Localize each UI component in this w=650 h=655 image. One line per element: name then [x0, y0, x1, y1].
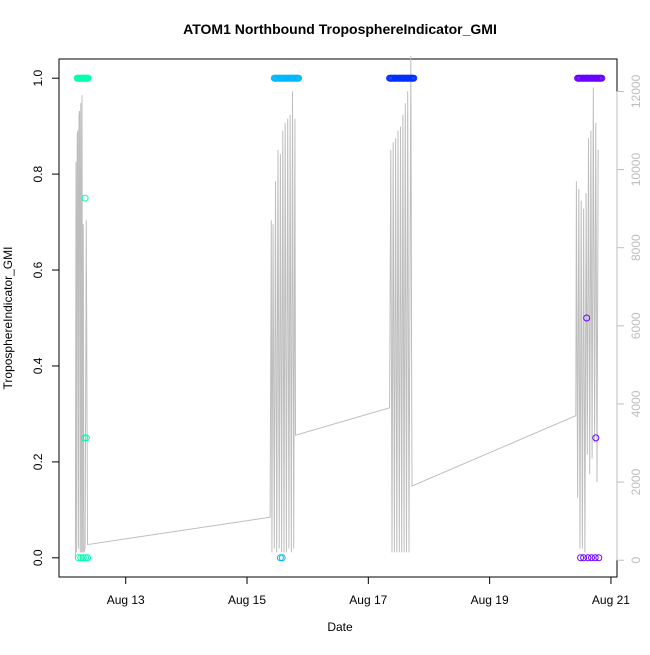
data-point	[588, 554, 595, 562]
altitude-line	[74, 56, 599, 559]
y-tick-label-left: 0.6	[31, 261, 45, 278]
data-point	[279, 74, 287, 82]
data-point	[577, 554, 585, 562]
x-tick-label: Aug 17	[349, 593, 387, 607]
data-point	[293, 74, 301, 82]
data-point	[592, 74, 600, 82]
data-point	[583, 74, 591, 82]
data-point	[77, 554, 85, 562]
y-tick-label-right: 12000	[629, 74, 643, 108]
y-tick-label-left: 0.8	[31, 165, 45, 182]
plot-frame	[58, 58, 618, 578]
data-point	[387, 74, 395, 82]
x-tick-label: Aug 15	[228, 593, 266, 607]
data-point	[391, 74, 399, 82]
axes-layer: Aug 13 Aug 15 Aug 17 Aug 19 Aug 21 0.0 0.2 0.4 0…	[31, 70, 643, 607]
data-point	[84, 554, 91, 562]
y-tick-label-left: 0.2	[31, 453, 45, 470]
y-tick-label-right: 2000	[629, 468, 643, 495]
y-tick-label-right: 0	[629, 557, 643, 564]
data-point	[84, 74, 91, 82]
data-point	[591, 554, 599, 562]
data-point	[408, 74, 416, 82]
data-point	[81, 194, 89, 202]
y-tick-label-right: 6000	[629, 312, 643, 339]
data-point	[288, 74, 296, 82]
data-point	[79, 554, 87, 562]
x-axis-label: Date	[327, 620, 353, 634]
data-point	[580, 554, 588, 562]
data-point	[579, 74, 587, 82]
x-tick-label: Aug 21	[592, 593, 630, 607]
y-tick-label-left: 0.4	[31, 357, 45, 374]
y-tick-label-right: 4000	[629, 390, 643, 417]
x-tick-label: Aug 19	[471, 593, 509, 607]
data-point	[272, 74, 279, 82]
data-point	[588, 74, 595, 82]
data-point	[592, 434, 600, 442]
data-point	[596, 74, 604, 82]
y-tick-label-left: 1.0	[31, 70, 45, 87]
data-point	[595, 554, 603, 562]
y-axis-label: TroposphereIndicator_GMI	[1, 247, 15, 390]
data-point	[275, 74, 283, 82]
data-point	[395, 74, 403, 82]
data-point	[583, 314, 591, 322]
data-point	[404, 74, 412, 82]
y-tick-label-left: 0.0	[31, 549, 45, 566]
y-tick-label-right: 10000	[629, 153, 643, 187]
y-tick-label-right: 8000	[629, 234, 643, 261]
data-point	[575, 74, 583, 82]
altitude-layer	[74, 56, 599, 559]
data-point	[584, 554, 592, 562]
points-layer	[73, 74, 606, 562]
x-tick-label: Aug 13	[107, 593, 145, 607]
chart-title: ATOM1 Northbound TroposphereIndicator_GM…	[183, 21, 497, 37]
data-point	[400, 74, 407, 82]
data-point	[82, 434, 90, 442]
data-point	[284, 74, 292, 82]
data-point	[278, 554, 286, 562]
data-point	[74, 554, 82, 562]
